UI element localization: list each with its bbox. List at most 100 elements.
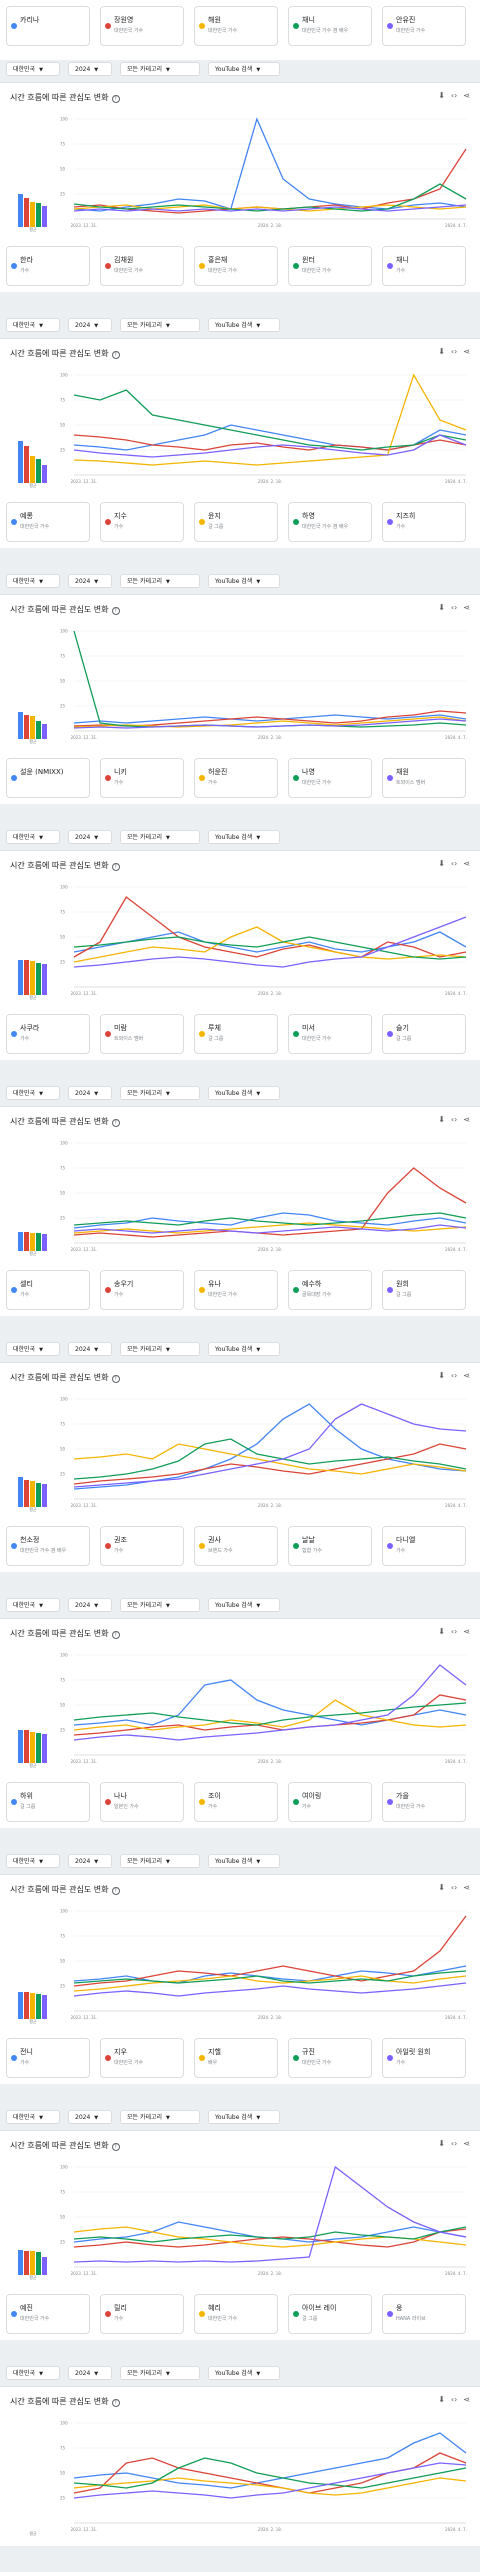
- download-icon[interactable]: ⬇: [438, 2139, 445, 2148]
- year-filter[interactable]: 2024 ▼: [68, 2110, 112, 2124]
- category-filter[interactable]: 모든 카테고리 ▼: [120, 1086, 200, 1100]
- help-icon[interactable]: ?: [111, 2143, 120, 2151]
- series-line[interactable]: [73, 1167, 467, 1238]
- legend-chip[interactable]: 혜리 대한민국 가수: [194, 2294, 278, 2334]
- region-filter[interactable]: 대한민국 ▼: [6, 1086, 60, 1100]
- legend-chip[interactable]: 권조 가수: [100, 1526, 184, 1566]
- download-icon[interactable]: ⬇: [438, 91, 445, 100]
- legend-chip[interactable]: 웅 HANA 라이브: [382, 2294, 466, 2334]
- series-line[interactable]: [73, 716, 467, 728]
- download-icon[interactable]: ⬇: [438, 347, 445, 356]
- legend-chip[interactable]: 예롱 대한민국 가수: [6, 502, 90, 542]
- year-filter[interactable]: 2024 ▼: [68, 2366, 112, 2380]
- year-filter[interactable]: 2024 ▼: [68, 1598, 112, 1612]
- legend-chip[interactable]: 원희 걸 그룹: [382, 1270, 466, 1310]
- legend-chip[interactable]: 해원 대한민국 가수: [194, 6, 278, 46]
- share-icon[interactable]: ⋖: [463, 2395, 470, 2404]
- download-icon[interactable]: ⬇: [438, 1115, 445, 1124]
- region-filter[interactable]: 대한민국 ▼: [6, 318, 60, 332]
- download-icon[interactable]: ⬇: [438, 2395, 445, 2404]
- legend-chip[interactable]: 카리나: [6, 6, 90, 46]
- legend-chip[interactable]: 송우기 가수: [100, 1270, 184, 1310]
- legend-chip[interactable]: 셀티 가수: [6, 1270, 90, 1310]
- series-line[interactable]: [73, 204, 467, 212]
- series-line[interactable]: [73, 204, 467, 212]
- series-line[interactable]: [73, 710, 467, 727]
- series-line[interactable]: [73, 148, 467, 214]
- region-filter[interactable]: 대한민국 ▼: [6, 2366, 60, 2380]
- legend-chip[interactable]: 천소정 대한민국 가수 겸 배우: [6, 1526, 90, 1566]
- series-line[interactable]: [73, 434, 467, 458]
- legend-chip[interactable]: 권사 브랜드 가수: [194, 1526, 278, 1566]
- source-filter[interactable]: YouTube 검색 ▼: [208, 1086, 280, 1100]
- source-filter[interactable]: YouTube 검색 ▼: [208, 1854, 280, 1868]
- region-filter[interactable]: 대한민국 ▼: [6, 1342, 60, 1356]
- series-line[interactable]: [73, 896, 467, 958]
- share-icon[interactable]: ⋖: [463, 1883, 470, 1892]
- legend-chip[interactable]: 채니 대한민국 가수 겸 배우: [288, 6, 372, 46]
- series-line[interactable]: [73, 1443, 467, 1485]
- legend-chip[interactable]: 미서 대한민국 가수: [288, 1014, 372, 1054]
- series-line[interactable]: [73, 1403, 467, 1488]
- legend-chip[interactable]: 홍은채 대한민국 가수: [194, 246, 278, 286]
- series-line[interactable]: [73, 2477, 467, 2496]
- year-filter[interactable]: 2024 ▼: [68, 62, 112, 76]
- source-filter[interactable]: YouTube 검색 ▼: [208, 2366, 280, 2380]
- category-filter[interactable]: 모든 카테고리 ▼: [120, 1854, 200, 1868]
- legend-chip[interactable]: 미람 트와이스 멤버: [100, 1014, 184, 1054]
- legend-chip[interactable]: 나영 대한민국 가수: [288, 758, 372, 798]
- legend-chip[interactable]: 사쿠라 가수: [6, 1014, 90, 1054]
- download-icon[interactable]: ⬇: [438, 1371, 445, 1380]
- series-line[interactable]: [73, 2457, 467, 2489]
- region-filter[interactable]: 대한민국 ▼: [6, 1854, 60, 1868]
- legend-chip[interactable]: 김채원 대한민국 가수: [100, 246, 184, 286]
- help-icon[interactable]: ?: [111, 1631, 120, 1639]
- series-line[interactable]: [73, 373, 467, 466]
- series-line[interactable]: [73, 2226, 467, 2243]
- series-line[interactable]: [73, 2165, 467, 2263]
- category-filter[interactable]: 모든 카테고리 ▼: [120, 2110, 200, 2124]
- embed-icon[interactable]: ‹›: [450, 347, 458, 356]
- series-line[interactable]: [73, 1694, 467, 1736]
- legend-chip[interactable]: 전니 가수: [6, 2038, 90, 2078]
- share-icon[interactable]: ⋖: [463, 1627, 470, 1636]
- download-icon[interactable]: ⬇: [438, 1883, 445, 1892]
- legend-chip[interactable]: 허윤진 가수: [194, 758, 278, 798]
- source-filter[interactable]: YouTube 검색 ▼: [208, 830, 280, 844]
- source-filter[interactable]: YouTube 검색 ▼: [208, 1342, 280, 1356]
- legend-chip[interactable]: 슬기 걸 그룹: [382, 1014, 466, 1054]
- series-line[interactable]: [73, 2432, 467, 2489]
- legend-chip[interactable]: 예진 대한민국 가수: [6, 2294, 90, 2334]
- series-line[interactable]: [73, 1975, 467, 1992]
- year-filter[interactable]: 2024 ▼: [68, 830, 112, 844]
- series-line[interactable]: [73, 718, 467, 729]
- legend-chip[interactable]: 채원 트와이스 멤버: [382, 758, 466, 798]
- share-icon[interactable]: ⋖: [463, 2139, 470, 2148]
- region-filter[interactable]: 대한민국 ▼: [6, 830, 60, 844]
- series-line[interactable]: [73, 1982, 467, 1997]
- year-filter[interactable]: 2024 ▼: [68, 1086, 112, 1100]
- legend-chip[interactable]: 예수하 골목대장 가수: [288, 1270, 372, 1310]
- series-line[interactable]: [73, 1212, 467, 1229]
- help-icon[interactable]: ?: [111, 863, 120, 871]
- legend-chip[interactable]: 다니엘 가수: [382, 1526, 466, 1566]
- category-filter[interactable]: 모든 카테고리 ▼: [120, 574, 200, 588]
- series-line[interactable]: [73, 916, 467, 968]
- series-line[interactable]: [73, 1970, 467, 1984]
- embed-icon[interactable]: ‹›: [450, 2139, 458, 2148]
- legend-chip[interactable]: 아일릿 원희 가수: [382, 2038, 466, 2078]
- series-line[interactable]: [73, 1224, 467, 1234]
- help-icon[interactable]: ?: [111, 95, 120, 103]
- embed-icon[interactable]: ‹›: [450, 1115, 458, 1124]
- help-icon[interactable]: ?: [111, 2399, 120, 2407]
- series-line[interactable]: [73, 1403, 467, 1490]
- download-icon[interactable]: ⬇: [438, 859, 445, 868]
- embed-icon[interactable]: ‹›: [450, 603, 458, 612]
- legend-chip[interactable]: 지즈히 가수: [382, 502, 466, 542]
- legend-chip[interactable]: 지헬 배우: [194, 2038, 278, 2078]
- share-icon[interactable]: ⋖: [463, 347, 470, 356]
- region-filter[interactable]: 대한민국 ▼: [6, 2110, 60, 2124]
- series-line[interactable]: [73, 2462, 467, 2499]
- category-filter[interactable]: 모든 카테고리 ▼: [120, 2366, 200, 2380]
- series-line[interactable]: [73, 1438, 467, 1480]
